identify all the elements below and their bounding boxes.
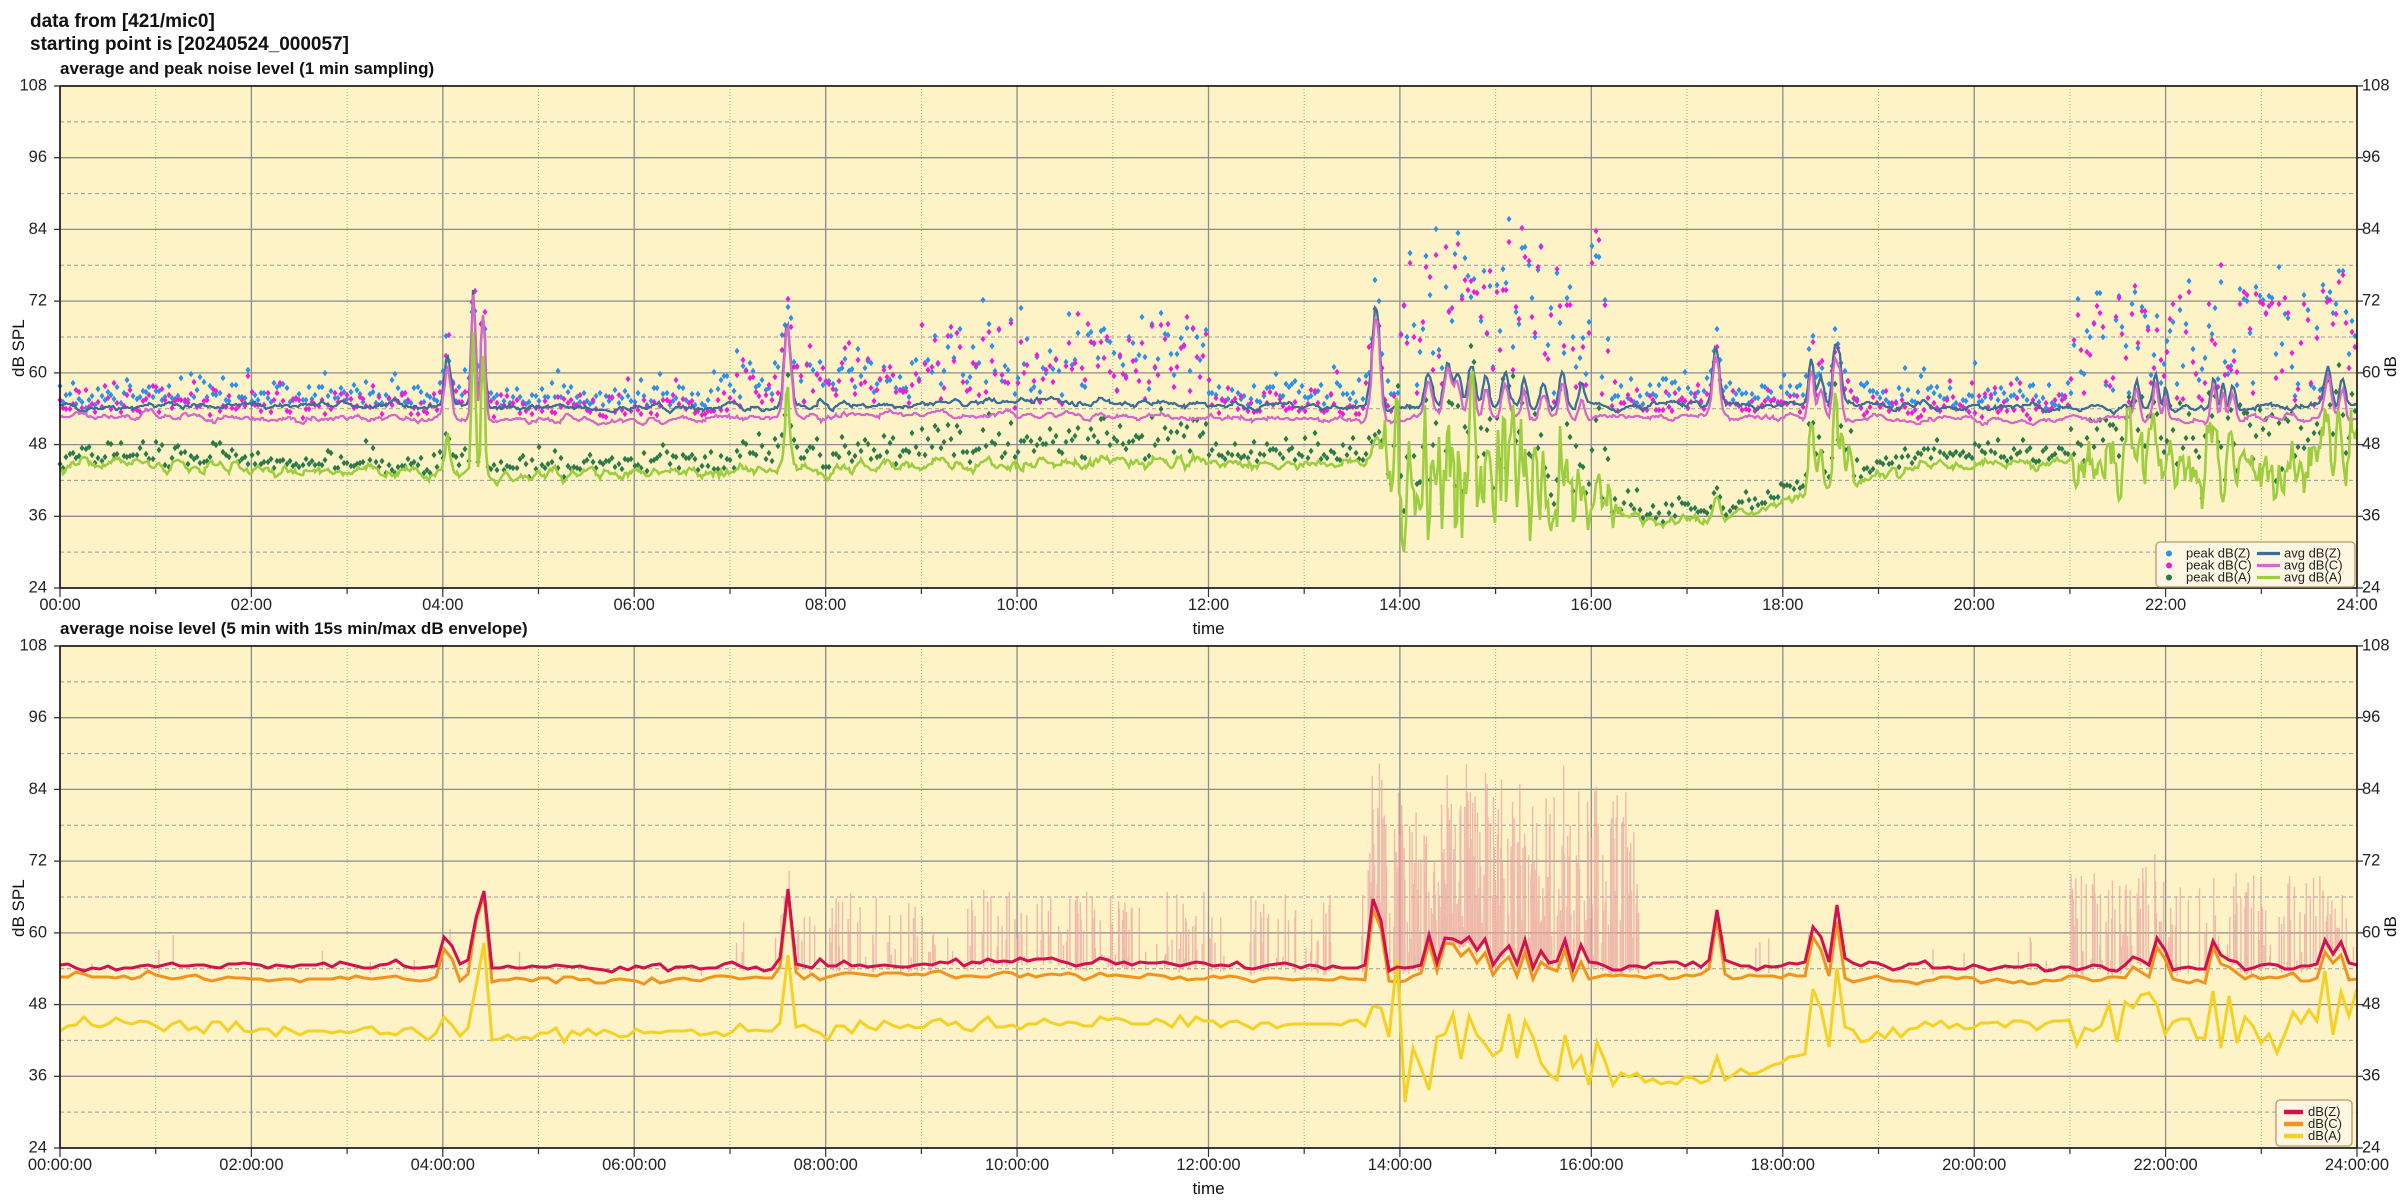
svg-text:108: 108	[2362, 636, 2390, 654]
svg-text:22:00:00: 22:00:00	[2133, 1156, 2197, 1174]
svg-text:10:00:00: 10:00:00	[985, 1156, 1049, 1174]
svg-text:72: 72	[29, 851, 47, 869]
svg-text:06:00:00: 06:00:00	[602, 1156, 666, 1174]
svg-text:20:00:00: 20:00:00	[1942, 1156, 2006, 1174]
svg-text:12:00:00: 12:00:00	[1176, 1156, 1240, 1174]
svg-text:72: 72	[2362, 851, 2380, 869]
svg-text:84: 84	[29, 780, 47, 798]
svg-text:02:00:00: 02:00:00	[219, 1156, 283, 1174]
svg-text:24:00:00: 24:00:00	[2325, 1156, 2389, 1174]
svg-text:84: 84	[2362, 780, 2380, 798]
svg-text:16:00:00: 16:00:00	[1559, 1156, 1623, 1174]
svg-text:60: 60	[2362, 923, 2380, 941]
svg-text:24: 24	[29, 1138, 47, 1156]
svg-text:00:00:00: 00:00:00	[28, 1156, 92, 1174]
svg-text:96: 96	[2362, 708, 2380, 726]
svg-text:108: 108	[19, 636, 47, 654]
svg-text:14:00:00: 14:00:00	[1368, 1156, 1432, 1174]
svg-text:dB(A): dB(A)	[2308, 1128, 2341, 1143]
svg-text:36: 36	[29, 1067, 47, 1085]
svg-text:48: 48	[29, 995, 47, 1013]
svg-text:96: 96	[29, 708, 47, 726]
svg-text:60: 60	[29, 923, 47, 941]
svg-text:36: 36	[2362, 1067, 2380, 1085]
svg-text:24: 24	[2362, 1138, 2380, 1156]
svg-text:48: 48	[2362, 995, 2380, 1013]
svg-text:04:00:00: 04:00:00	[411, 1156, 475, 1174]
svg-text:08:00:00: 08:00:00	[794, 1156, 858, 1174]
svg-text:18:00:00: 18:00:00	[1751, 1156, 1815, 1174]
